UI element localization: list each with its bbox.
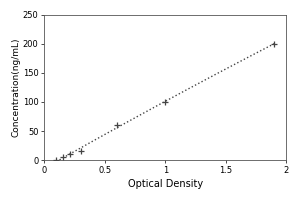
X-axis label: Optical Density: Optical Density	[128, 179, 203, 189]
Y-axis label: Concentration(ng/mL): Concentration(ng/mL)	[11, 38, 20, 137]
